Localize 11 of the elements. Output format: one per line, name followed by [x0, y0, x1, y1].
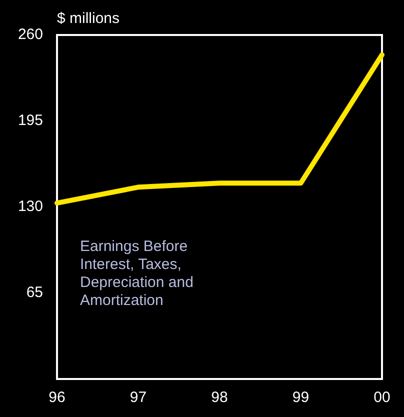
annotation: Earnings Before Interest, Taxes, Depreciation and Amortization [80, 238, 194, 310]
y-tick-label: 260 [18, 26, 43, 44]
y-tick-label: 130 [18, 198, 43, 216]
y-tick-label: 195 [18, 112, 43, 130]
y-axis-title: $ millions [57, 10, 120, 27]
x-tick-label: 00 [374, 389, 390, 406]
x-tick-label: 98 [211, 389, 228, 406]
x-tick-label: 96 [48, 389, 66, 406]
x-tick-label: 97 [130, 389, 147, 406]
x-tick-label: 99 [292, 389, 310, 406]
y-tick-label: 65 [26, 284, 43, 302]
